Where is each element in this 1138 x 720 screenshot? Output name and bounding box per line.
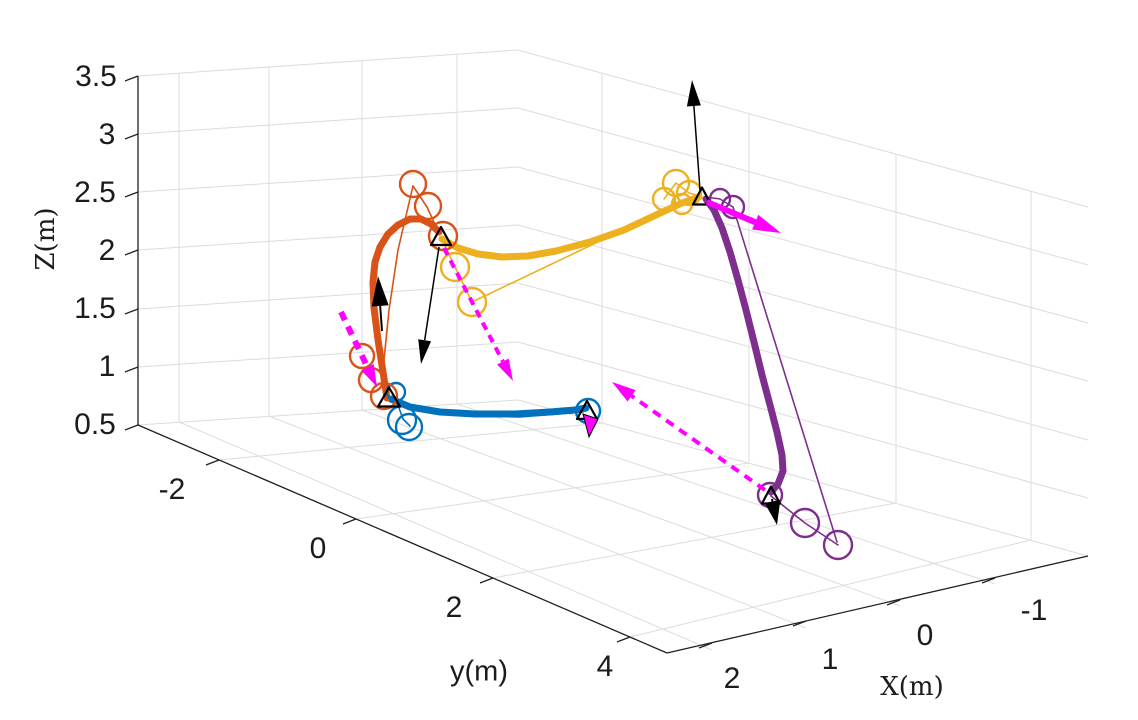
axis-tick-mark [886,599,901,606]
z-axis-tick-label: 2 [98,234,116,267]
magenta-arrow-dashed-left [338,310,371,369]
axis-tick-mark [981,577,996,584]
z-axis-tick-label: 1.5 [74,292,116,325]
waypoint-circle-marker [398,169,428,199]
axis-tick-mark [124,366,139,373]
axis-tick-mark [124,249,139,256]
y-axis-tick-label: 0 [309,532,327,565]
extra-markers [582,413,599,439]
waypoint-circle-marker [789,507,821,539]
axis-tick-mark [124,75,139,82]
triangle-marker [691,186,713,206]
waypoint-circle-marker [413,191,443,221]
axis-tick-mark [205,459,220,466]
x-axis-tick-label: 1 [821,643,839,676]
z-axis-label: Z(m) [31,207,61,271]
black-arrow-up-top-head [686,80,701,107]
axis-tick-mark [616,636,631,643]
axis-tick-mark [342,518,357,525]
z-axis-tick-label: 2.5 [74,176,116,209]
axis-tick-mark [479,577,494,584]
magenta-arrow-solid-head [752,214,781,233]
magenta-arrow-solid [705,199,757,225]
waypoint-circle-marker [670,192,694,216]
waypoint-circle-marker [456,286,488,318]
triangle-marker [376,386,402,408]
magenta-arrowhead-blue-end [582,413,599,439]
z-axis-tick-label: 3 [98,118,116,151]
waypoint-circle-marker [675,179,703,207]
x-axis-tick-label: 2 [723,662,741,695]
y-axis-tick-label: 2 [445,591,463,624]
y-axis-tick-label: -2 [158,473,186,506]
z-axis-tick-label: 1 [98,350,116,383]
waypoint-circle-marker [394,412,424,442]
waypoint-circle-marker [386,404,418,436]
axis-tick-mark [698,642,713,649]
waypoint-circle-marker [439,251,471,283]
waypoint-circle-marker [651,186,677,212]
magenta-arrow-dashed-mid-head [497,358,513,381]
magenta-arrow-dashed-mid [442,247,505,363]
grid-lines [137,49,1089,651]
x-axis-tick-label: -1 [1020,594,1048,627]
black-arrow-up-left [379,305,383,332]
z-axis-tick-label: 3.5 [75,60,117,93]
triangle-marker [429,225,453,247]
axis-tick-mark [124,308,139,315]
x-axis-label: X(m) [880,672,944,702]
black-arrow-down-mid-head [418,339,432,364]
trajectory-purple [702,195,787,496]
black-arrow-down-bottom-head [764,499,781,525]
magenta-arrow-dashed-left-head [361,364,377,387]
axis-tick-mark [792,620,807,627]
z-axis-tick-label: 0.5 [74,408,116,441]
black-arrow-up-left-head [371,276,389,307]
y-axis-tick-label: 4 [596,650,614,683]
direction-arrows [338,80,781,525]
waypoint-circle-marker [369,381,399,411]
axis-tick-mark [124,191,139,198]
black-arrow-up-top [693,105,701,191]
axis-tick-mark [124,424,139,431]
black-arrow-down-mid [423,246,440,341]
x-axis-tick-label: 0 [916,619,934,652]
axes [124,75,1089,654]
trajectory-blue [387,395,590,418]
waypoint-circle-marker [348,342,376,370]
waypoint-circle-marker [822,529,854,561]
axis-tick-mark [124,133,139,140]
y-axis-label: y(m) [450,655,508,688]
purple-thin-chord [732,206,838,543]
magenta-arrow-dashed-long [630,394,767,492]
magenta-arrow-dashed-long-head [612,382,636,402]
trajectory-orange [369,215,443,402]
